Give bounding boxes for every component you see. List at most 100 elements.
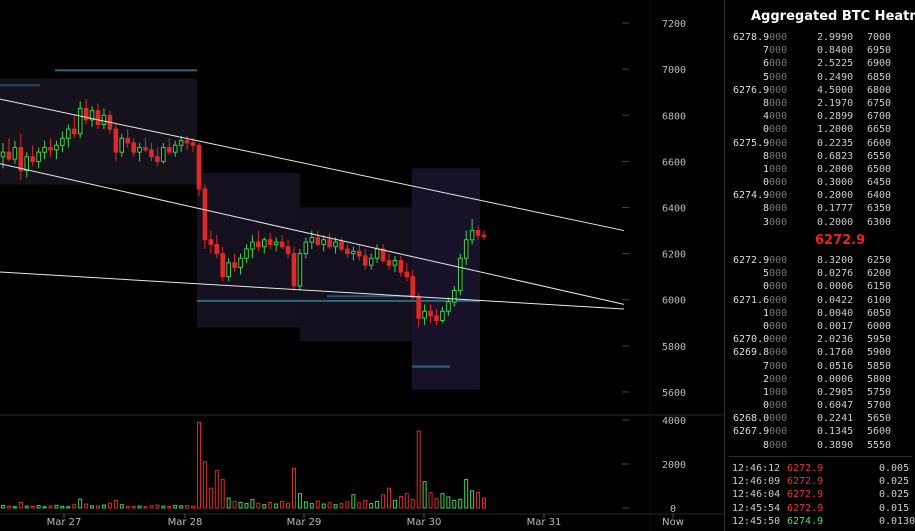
bid-level: 5650 bbox=[867, 413, 892, 425]
ask-price: 5000 bbox=[763, 71, 787, 84]
x-tick-label: Mar 28 bbox=[168, 517, 203, 528]
candle-body bbox=[475, 230, 481, 236]
bid-price: 6271.6000 bbox=[733, 294, 787, 307]
volume-bar bbox=[30, 505, 35, 509]
ask-level: 6650 bbox=[867, 124, 892, 136]
x-tick-label: Mar 31 bbox=[527, 517, 562, 528]
bid-level: 6150 bbox=[867, 281, 892, 293]
volume-bar bbox=[434, 498, 439, 509]
bid-volume: 0.0516 bbox=[817, 360, 854, 372]
bid-price: 1000 bbox=[763, 307, 787, 320]
volume-bar bbox=[256, 502, 261, 509]
candle-body bbox=[368, 257, 374, 266]
price-main: 8 bbox=[763, 150, 770, 162]
price-main: 5 bbox=[763, 71, 770, 83]
trade-size: 0.005 bbox=[879, 463, 910, 474]
ask-price: 7000 bbox=[763, 44, 787, 57]
candle bbox=[60, 131, 65, 153]
candle-body bbox=[178, 140, 184, 146]
bid-level: 6200 bbox=[867, 268, 892, 280]
ask-price: 6275.9000 bbox=[733, 137, 787, 150]
volume-bar bbox=[428, 492, 433, 509]
candle-body bbox=[404, 271, 410, 278]
heat-level bbox=[0, 84, 40, 87]
price-extra-digits: 000 bbox=[769, 334, 788, 346]
candle-body bbox=[273, 241, 279, 245]
candle-body bbox=[481, 234, 487, 238]
volume-bar bbox=[78, 498, 83, 509]
candle-body bbox=[83, 107, 89, 121]
bid-level: 5750 bbox=[867, 386, 892, 398]
trade-time: 12:46:09 bbox=[732, 476, 781, 488]
price-main: 7 bbox=[763, 45, 770, 57]
bid-volume: 0.3890 bbox=[817, 439, 854, 451]
ask-volume: 0.2899 bbox=[817, 111, 854, 123]
volume-bar bbox=[36, 505, 41, 509]
ask-level: 6550 bbox=[867, 150, 892, 162]
ask-level: 6800 bbox=[867, 84, 892, 96]
ask-row: 1000 0.2000 6500 bbox=[725, 163, 915, 176]
volume-bar bbox=[321, 503, 326, 509]
candle-body bbox=[202, 188, 208, 241]
volume-tick-label: 4000 bbox=[662, 416, 686, 427]
volume-bar bbox=[297, 493, 302, 509]
bid-price: 6269.8000 bbox=[733, 346, 787, 359]
volume-tick-label: 2000 bbox=[662, 460, 686, 471]
bid-volume: 0.0017 bbox=[817, 320, 854, 332]
candle bbox=[404, 262, 410, 282]
chart-canvas[interactable]: 7200 7000 6800 6600 6400 6200 6000 5800 5600 4000… bbox=[0, 0, 724, 531]
ask-price: 0000 bbox=[763, 123, 787, 136]
candle bbox=[113, 124, 119, 162]
heat-level bbox=[327, 295, 412, 298]
ask-price: 8000 bbox=[763, 97, 787, 110]
candle bbox=[475, 225, 481, 240]
price-extra-digits: 000 bbox=[769, 32, 788, 43]
bid-level: 5550 bbox=[867, 439, 892, 451]
candle-body bbox=[434, 315, 439, 321]
ask-row: 7000 0.8400 6950 bbox=[725, 44, 915, 57]
bid-row: 0000 0.6047 5700 bbox=[725, 399, 915, 412]
candle bbox=[244, 244, 249, 263]
ask-volume: 2.9990 bbox=[817, 32, 854, 43]
volume-bar bbox=[291, 467, 296, 509]
volume-bar bbox=[274, 503, 279, 509]
price-chart[interactable]: 7200 7000 6800 6600 6400 6200 6000 5800 5600 4000… bbox=[0, 0, 724, 531]
price-main: 6278.9 bbox=[733, 32, 770, 43]
candle bbox=[345, 244, 350, 259]
ask-level: 6700 bbox=[867, 111, 892, 123]
candle bbox=[457, 253, 463, 296]
volume-bar bbox=[238, 502, 243, 509]
panel-title: Aggregated BTC Heatma bbox=[751, 9, 915, 24]
price-extra-digits: 000 bbox=[769, 268, 788, 280]
trade-price: 6272.9 bbox=[787, 502, 824, 514]
ask-row: 0000 1.2000 6650 bbox=[725, 123, 915, 136]
bid-level: 6250 bbox=[867, 255, 892, 266]
bid-price: 6268.0000 bbox=[733, 412, 787, 425]
candle bbox=[190, 138, 196, 153]
volume-bar bbox=[143, 506, 148, 509]
bid-volume: 0.0422 bbox=[817, 294, 854, 306]
ask-price: 6276.9000 bbox=[733, 84, 787, 97]
candle-body bbox=[208, 239, 214, 245]
volume-bar bbox=[392, 499, 397, 509]
ask-row: 8000 0.1777 6350 bbox=[725, 202, 915, 215]
axis-labels: 7200 7000 6800 6600 6400 6200 6000 5800 5600 4000… bbox=[47, 19, 686, 528]
candle-body bbox=[380, 248, 386, 262]
candle bbox=[315, 230, 321, 247]
bid-price: 0000 bbox=[763, 320, 787, 333]
y-tick-label: 7000 bbox=[662, 65, 686, 76]
volume-bar bbox=[369, 503, 374, 509]
candle bbox=[36, 147, 41, 169]
candle bbox=[125, 129, 130, 148]
candle bbox=[297, 249, 303, 291]
volume-bar bbox=[386, 487, 391, 509]
candle-body bbox=[161, 147, 166, 162]
volume-bar bbox=[244, 503, 249, 509]
candle bbox=[380, 244, 386, 263]
x-tick-label: Mar 27 bbox=[47, 517, 82, 528]
candle-body bbox=[30, 156, 35, 162]
candle bbox=[422, 304, 427, 326]
bid-volume: 0.6047 bbox=[817, 400, 854, 412]
bid-row: 2000 0.0006 5800 bbox=[725, 373, 915, 386]
bid-volume: 0.0276 bbox=[817, 268, 854, 280]
